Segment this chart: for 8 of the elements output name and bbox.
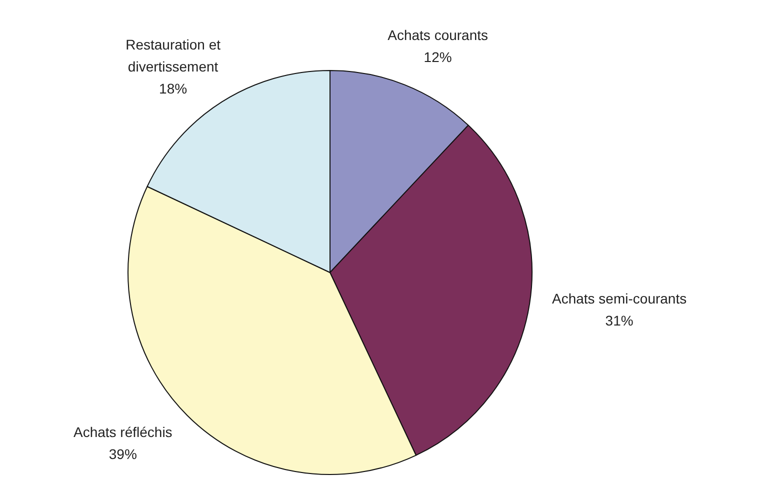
data-label: 12% [424, 48, 452, 65]
slice-label: Achats semi-courants [552, 290, 687, 306]
data-label: 18% [159, 80, 188, 97]
data-label: 31% [605, 312, 634, 328]
data-label: 39% [108, 446, 137, 462]
slice-label: Achats réfléchis [73, 424, 172, 440]
slice-label: Achats courants [388, 26, 488, 43]
slice-label: Restauration et divertissement [126, 36, 221, 75]
